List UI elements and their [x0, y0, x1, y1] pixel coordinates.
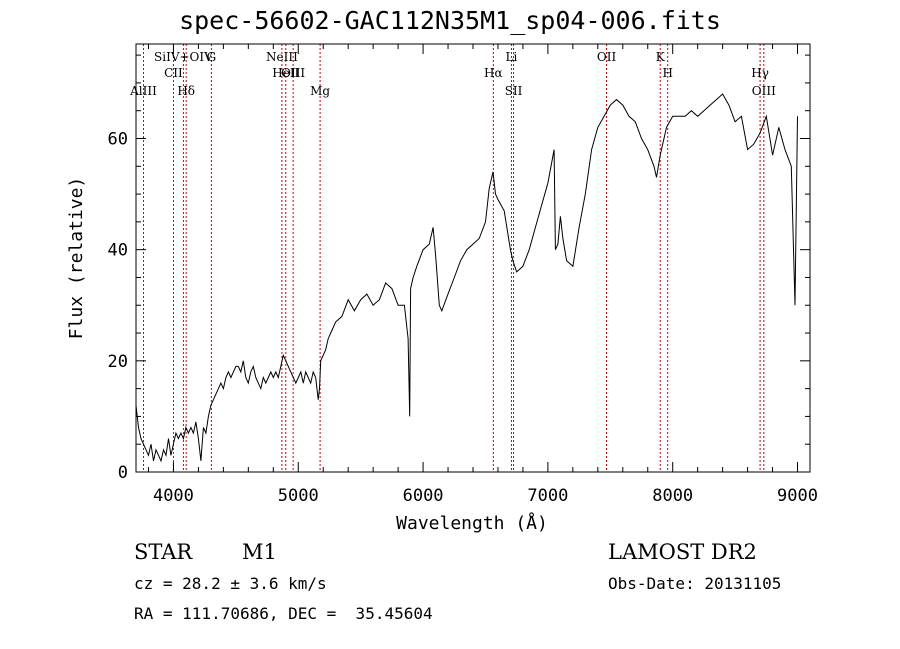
- x-tick-label: 5000: [278, 486, 319, 506]
- y-tick-label: 0: [118, 463, 128, 483]
- y-tick-label: 40: [108, 241, 128, 261]
- survey-name: LAMOST DR2: [608, 540, 757, 564]
- x-tick-label: 6000: [403, 486, 444, 506]
- line-label: SII: [505, 84, 523, 98]
- y-axis: 0 20 40 60: [108, 54, 810, 483]
- line-label: SiIV+OIV: [154, 50, 213, 64]
- line-label: K: [656, 50, 666, 64]
- line-label: Hδ: [177, 84, 195, 98]
- line-label: Hα: [484, 66, 503, 80]
- obs-date-text: Obs-Date: 20131105: [608, 574, 782, 593]
- coords-text: RA = 111.70686, DEC = 35.45604: [134, 604, 433, 623]
- line-label: NeIII: [266, 50, 298, 64]
- line-label: Hγ: [751, 66, 769, 80]
- line-label: G: [207, 50, 217, 64]
- x-tick-label: 4000: [153, 486, 194, 506]
- redshift-text: cz = 28.2 ± 3.6 km/s: [134, 574, 327, 593]
- y-axis-label: Flux (relative): [66, 177, 87, 340]
- line-label: Li: [506, 50, 518, 64]
- x-axis-label: Wavelength (Å): [396, 512, 548, 534]
- line-label: OII: [597, 50, 617, 64]
- x-tick-label: 9000: [777, 486, 818, 506]
- x-tick-label: 7000: [527, 486, 568, 506]
- chart-title: spec-56602-GAC112N35M1_sp04-006.fits: [179, 6, 721, 35]
- object-class: STAR: [134, 540, 193, 564]
- line-label: HeII: [272, 66, 299, 80]
- spectrum-series: [135, 93, 798, 463]
- plot-frame: [135, 43, 811, 473]
- line-label: OIII: [281, 66, 305, 80]
- y-tick-label: 20: [108, 352, 128, 372]
- spectrum-line: [135, 93, 798, 463]
- x-tick-label: 8000: [652, 486, 693, 506]
- x-axis: 4000 5000 6000 7000 8000 9000: [147, 44, 818, 506]
- line-label: OIII: [752, 84, 776, 98]
- line-label: AlIII: [129, 84, 157, 98]
- line-label: CII: [164, 66, 183, 80]
- line-label: H: [662, 66, 672, 80]
- y-tick-label: 60: [108, 129, 128, 149]
- line-label: Mg: [310, 84, 330, 98]
- object-subclass: M1: [242, 540, 277, 564]
